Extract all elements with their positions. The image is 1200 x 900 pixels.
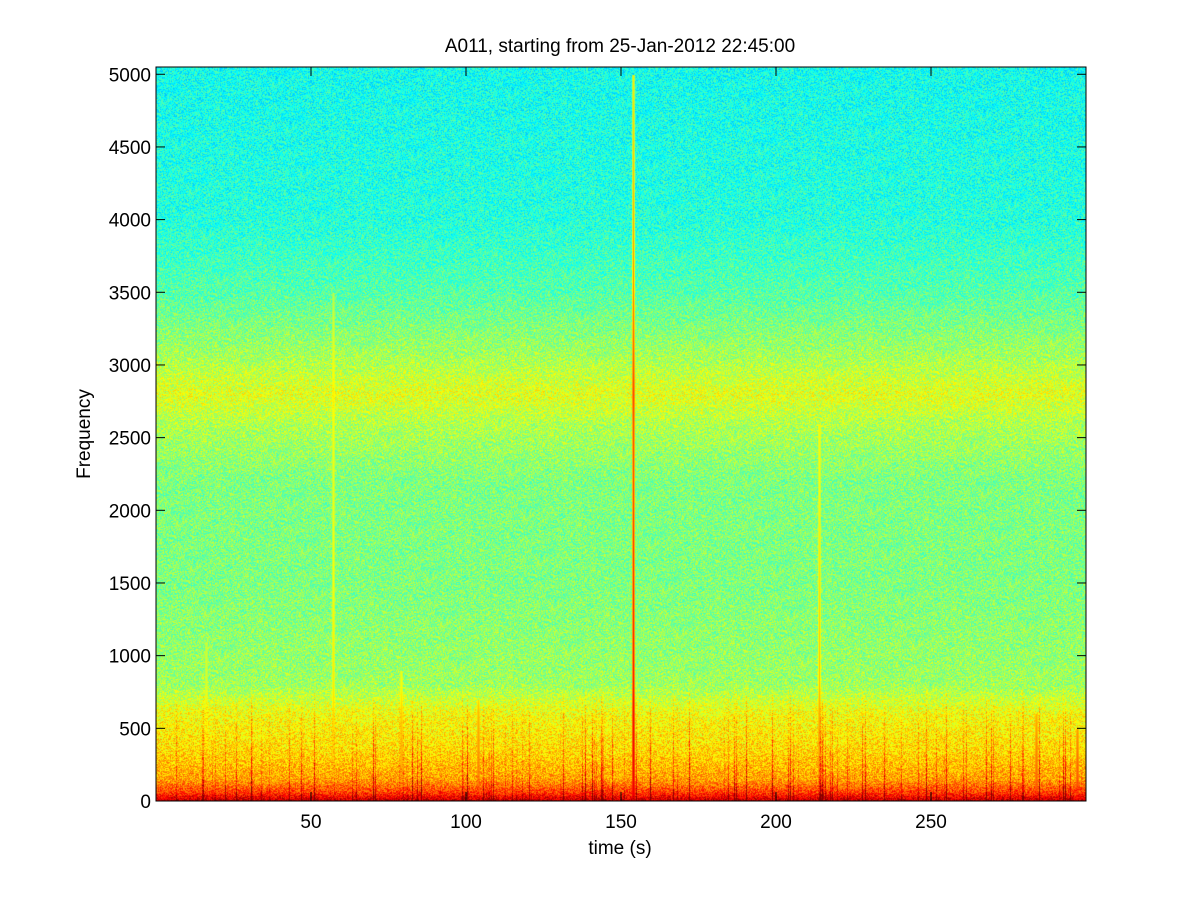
y-tick-label: 5000 (109, 65, 151, 86)
y-tick-label: 4500 (109, 138, 151, 159)
y-tick-label: 1500 (109, 574, 151, 595)
y-tick-label: 500 (119, 719, 151, 740)
y-tick-label: 4000 (109, 211, 151, 232)
x-axis-label: time (s) (588, 838, 651, 859)
y-tick-label: 2500 (109, 429, 151, 450)
y-tick-label: 2000 (109, 501, 151, 522)
x-tick-label: 250 (915, 812, 947, 833)
y-axis-label: Frequency (74, 389, 95, 479)
spectrogram-heatmap (156, 67, 1086, 801)
y-tick-label: 1000 (109, 647, 151, 668)
x-tick-label: 150 (605, 812, 637, 833)
x-tick-label: 50 (300, 812, 321, 833)
y-tick-label: 0 (140, 792, 151, 813)
x-tick-label: 200 (760, 812, 792, 833)
y-axis-ticks: 0 500 1000 1500 2000 2500 3000 3500 4000 4500 5000 (109, 65, 1086, 813)
x-axis-ticks: 50 100 150 200 250 (300, 67, 947, 833)
chart-title: A011, starting from 25-Jan-2012 22:45:00 (445, 36, 795, 57)
x-tick-label: 100 (450, 812, 482, 833)
y-tick-label: 3500 (109, 283, 151, 304)
y-tick-label: 3000 (109, 356, 151, 377)
plot-area (155, 66, 1087, 802)
